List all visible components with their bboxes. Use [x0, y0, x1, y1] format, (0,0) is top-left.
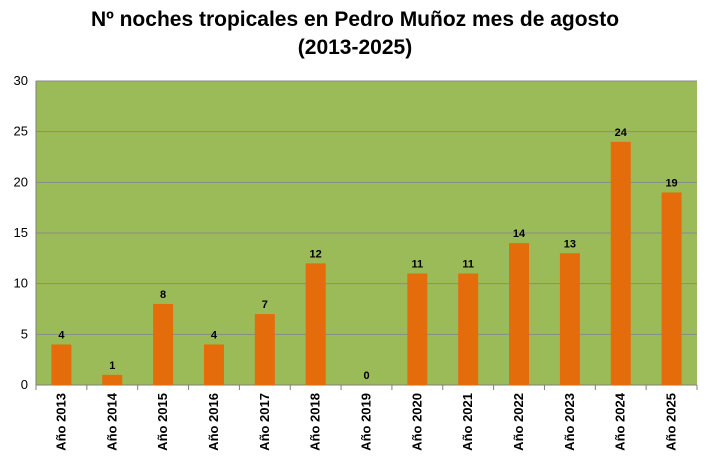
x-tick-label: Año 2013: [53, 393, 68, 451]
x-tick-label: Año 2014: [104, 392, 119, 451]
x-tick-label: Año 2023: [562, 393, 577, 451]
y-axis-ticks: 0 5 10 15 20 25 30: [14, 73, 28, 392]
y-tick-label: 20: [14, 174, 28, 189]
data-label: 24: [615, 127, 628, 139]
bar: [509, 243, 530, 385]
bar: [153, 303, 174, 385]
chart-title-line-1: Nº noches tropicales en Pedro Muñoz mes …: [90, 8, 620, 31]
data-label: 1: [109, 360, 115, 372]
x-tick-label: Año 2016: [206, 393, 221, 451]
x-tick-label: Año 2021: [460, 393, 475, 451]
data-label: 19: [665, 177, 677, 189]
y-tick-label: 30: [14, 73, 28, 88]
bar: [661, 192, 682, 385]
bar: [407, 273, 428, 385]
data-label: 14: [513, 228, 526, 240]
x-tick-label: Año 2024: [613, 392, 628, 451]
data-label: 4: [58, 329, 65, 341]
y-tick-label: 5: [21, 326, 28, 341]
y-tick-label: 10: [14, 276, 28, 291]
x-tick-label: Año 2015: [155, 393, 170, 451]
bar: [305, 263, 326, 385]
bar: [254, 314, 275, 385]
data-label: 11: [412, 259, 424, 271]
chart-title: Nº noches tropicales en Pedro Muñoz mes …: [0, 6, 710, 62]
data-label: 4: [211, 329, 218, 341]
y-tick-label: 0: [21, 377, 28, 392]
x-tick-label: Año 2020: [409, 393, 424, 451]
x-tick-label: Año 2019: [359, 393, 374, 451]
data-label: 0: [363, 370, 369, 382]
chart-title-line-2: (2013-2025): [297, 36, 413, 59]
data-label: 7: [262, 299, 268, 311]
bars: [51, 141, 682, 385]
gridlines: [36, 80, 697, 335]
data-label: 13: [564, 238, 576, 250]
data-label: 12: [310, 248, 322, 260]
y-tick-label: 15: [14, 225, 28, 240]
bar: [559, 253, 580, 385]
bar: [51, 344, 72, 385]
y-tick-label: 25: [14, 124, 28, 139]
x-tick-label: Año 2018: [308, 393, 323, 451]
data-labels: 4 1 8 4 7 12 0 11 11 14 13 24 19: [58, 127, 677, 382]
bar: [610, 141, 631, 385]
data-label: 11: [462, 259, 474, 271]
x-tick-label: Año 2022: [511, 393, 526, 451]
x-tick-label: Año 2025: [664, 393, 679, 451]
bar: [203, 344, 224, 385]
x-axis-ticks: Año 2013 Año 2014 Año 2015 Año 2016 Año 2017…: [53, 392, 678, 451]
axes: [35, 81, 698, 390]
bar: [458, 273, 479, 385]
data-label: 8: [160, 289, 166, 301]
x-tick-label: Año 2017: [257, 393, 272, 451]
bar: [102, 374, 123, 385]
